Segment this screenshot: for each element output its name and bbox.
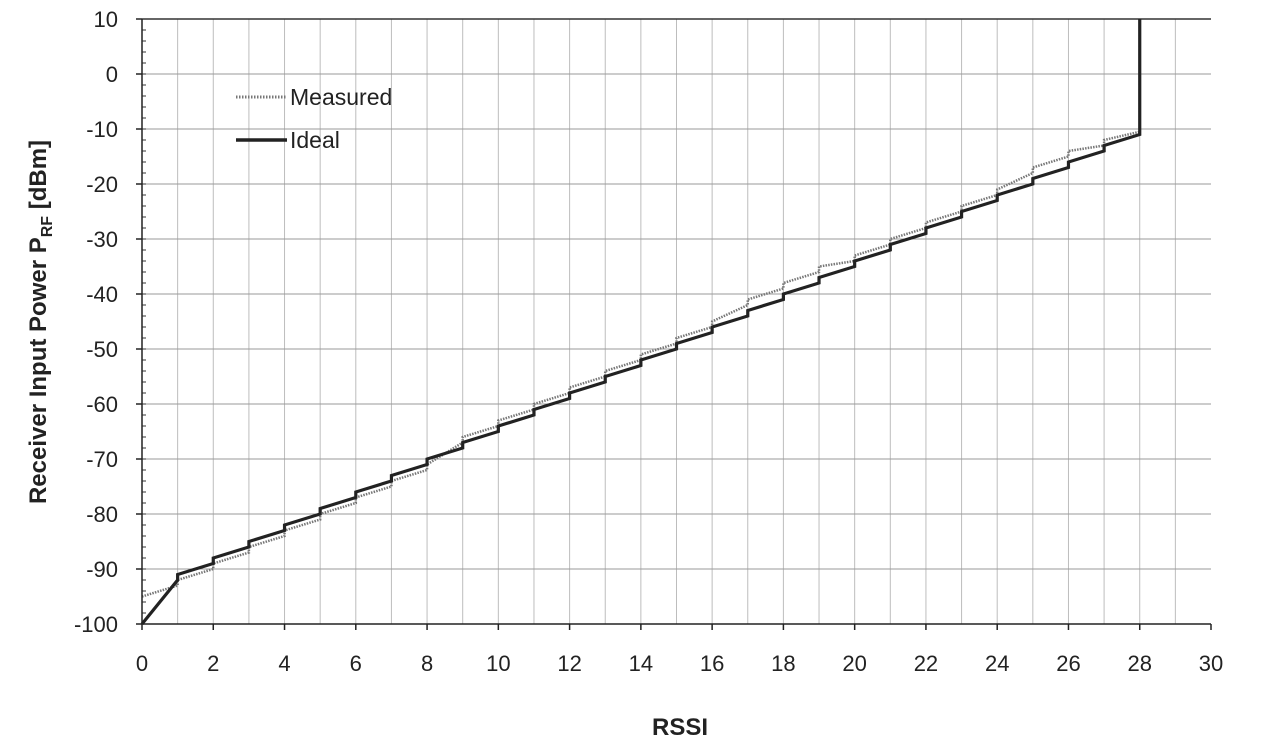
- x-tick-label: 22: [914, 651, 938, 676]
- x-tick-label: 2: [207, 651, 219, 676]
- y-axis-title-tail: [dBm]: [25, 140, 52, 216]
- y-axis-title: Receiver Input Power PRF [dBm]: [25, 140, 56, 504]
- y-tick-label: 10: [94, 7, 118, 32]
- y-tick-labels: 10 0 -10 -20 -30 -40 -50 -60 -70 -80 -90 -100: [74, 7, 118, 637]
- x-tick-label: 10: [486, 651, 510, 676]
- x-tick-label: 0: [136, 651, 148, 676]
- y-axis-title-subscript: RF: [39, 216, 56, 238]
- series-line-ideal: [140, 19, 1142, 626]
- x-tick-labels: 0 2 4 6 8 10 12 14 16 18 20 22 24 26 28 30: [136, 651, 1223, 676]
- x-tick-label: 8: [421, 651, 433, 676]
- legend: Measured Ideal: [236, 84, 392, 153]
- x-tick-label: 30: [1199, 651, 1223, 676]
- x-tick-label: 26: [1056, 651, 1080, 676]
- y-tick-label: -40: [86, 282, 118, 307]
- x-tick-label: 28: [1127, 651, 1151, 676]
- x-tick-label: 14: [629, 651, 653, 676]
- y-tick-label: -70: [86, 447, 118, 472]
- x-tick-label: 20: [842, 651, 866, 676]
- y-tick-label: -30: [86, 227, 118, 252]
- y-tick-label: -100: [74, 612, 118, 637]
- x-tick-label: 4: [278, 651, 290, 676]
- grid: [142, 18, 1211, 624]
- legend-label-measured: Measured: [290, 84, 392, 110]
- y-tick-label: -60: [86, 392, 118, 417]
- y-tick-label: 0: [106, 62, 118, 87]
- legend-label-ideal: Ideal: [290, 127, 340, 153]
- series-layer: [140, 19, 1142, 626]
- axes: [136, 18, 1212, 630]
- y-axis-title-main: Receiver Input Power P: [25, 237, 52, 504]
- y-tick-label: -80: [86, 502, 118, 527]
- series-line-measured: [141, 19, 1141, 598]
- x-tick-label: 6: [350, 651, 362, 676]
- x-tick-label: 16: [700, 651, 724, 676]
- y-tick-label: -10: [86, 117, 118, 142]
- y-tick-label: -90: [86, 557, 118, 582]
- y-tick-label: -50: [86, 337, 118, 362]
- x-tick-label: 12: [557, 651, 581, 676]
- x-axis-title: RSSI: [652, 714, 708, 740]
- x-tick-label: 18: [771, 651, 795, 676]
- y-tick-label: -20: [86, 172, 118, 197]
- x-tick-label: 24: [985, 651, 1009, 676]
